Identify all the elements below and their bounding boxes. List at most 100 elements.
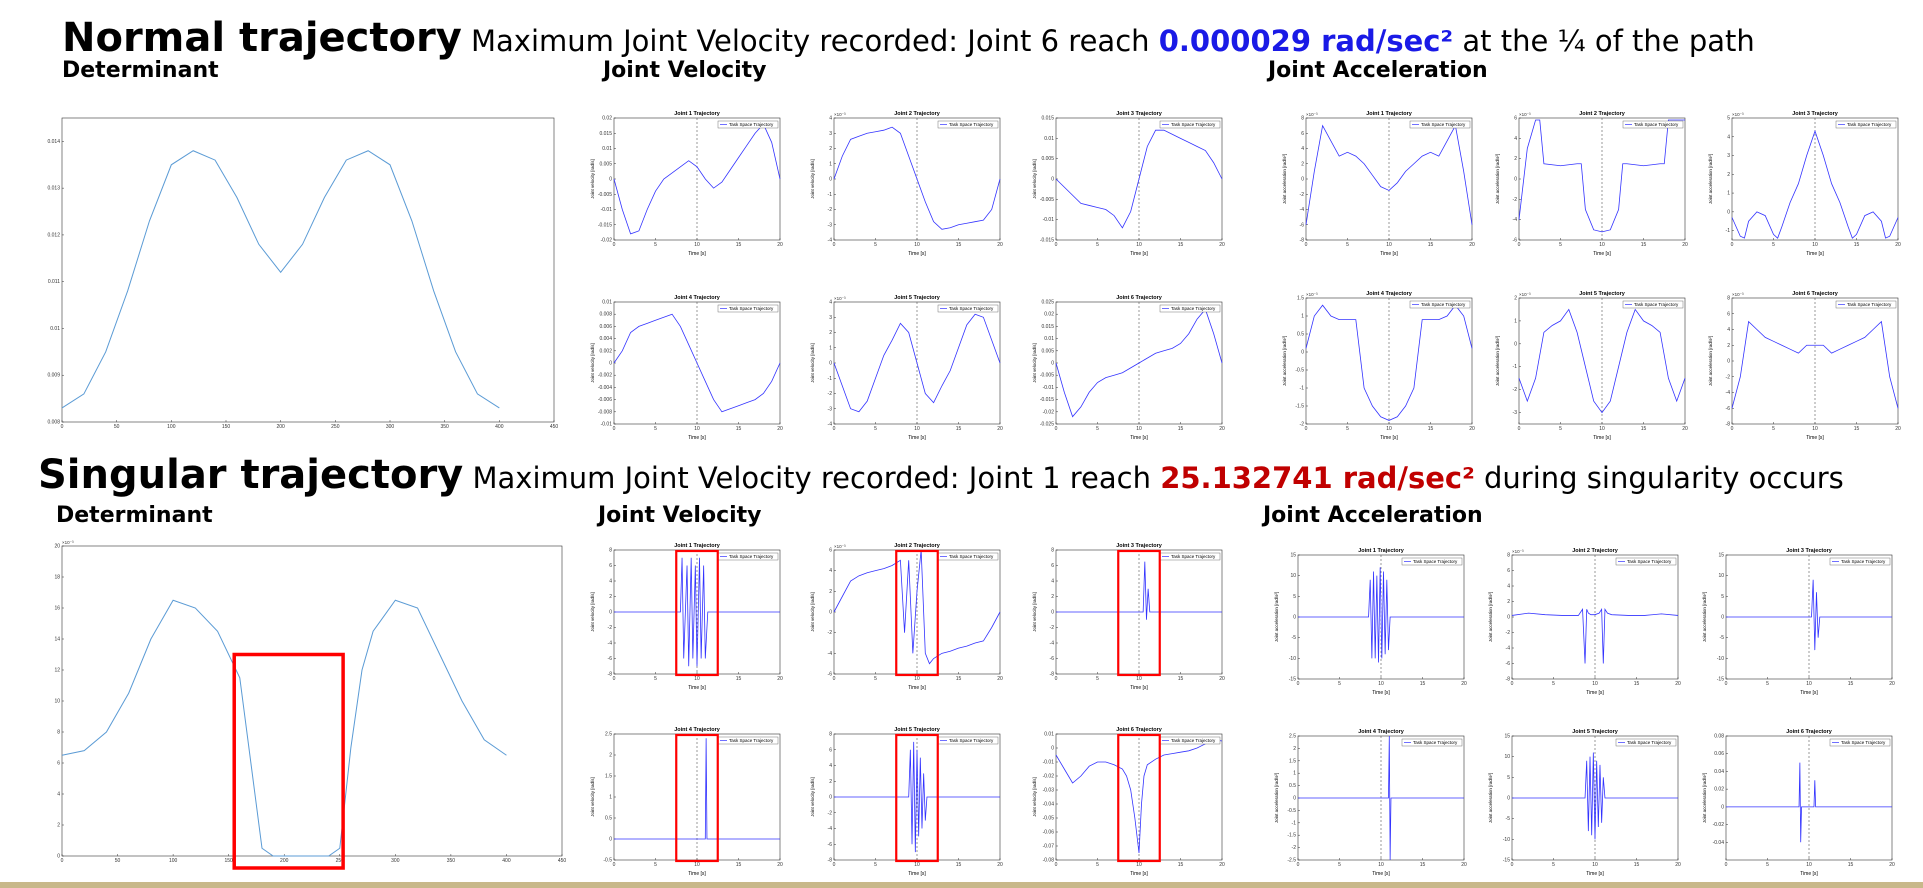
y-tick-label: 8 bbox=[57, 730, 60, 736]
y-tick-label: 0 bbox=[1293, 615, 1296, 621]
singular-vel-3-chart: 0 5 10 15 20 -8 -6 -4 -2 0 2 4 6 8 Joint 3 Trajectory T… bbox=[1030, 540, 1226, 691]
x-tick-label: 0 bbox=[833, 676, 836, 682]
x-tick-label: 20 bbox=[1219, 676, 1225, 682]
y-tick-label: 0 bbox=[1051, 361, 1054, 367]
y-tick-label: 2 bbox=[1727, 343, 1730, 349]
singularity-highlight-box bbox=[1117, 549, 1161, 677]
y-tick-label: -4 bbox=[828, 238, 833, 244]
x-axis-label: Time [s] bbox=[1372, 690, 1390, 695]
x-tick-label: 20 bbox=[997, 426, 1003, 432]
y-tick-label: -2 bbox=[608, 625, 613, 631]
y-tick-label: -8 bbox=[608, 672, 613, 678]
y-tick-label: 14 bbox=[54, 637, 60, 643]
singular-acc-4-chart: 0 5 10 15 20 -2.5 -2 -1.5 -1 -0.5 0 0.5 1 1.5 2 2.5 Join… bbox=[1272, 726, 1468, 877]
plot-frame bbox=[1305, 297, 1473, 425]
y-axis-label: Joint velocity [rad/s] bbox=[590, 777, 595, 817]
series-line bbox=[1055, 129, 1223, 229]
x-tick-label: 0 bbox=[1055, 676, 1058, 682]
singular-acc-2-svg: 0 5 10 15 20 -8 -6 -4 -2 0 2 4 6 8×10⁻³ Joint 2 Trajec… bbox=[1488, 548, 1681, 696]
y-tick-label: 4 bbox=[829, 300, 832, 306]
series-line bbox=[1518, 308, 1686, 414]
y-axis-label: Joint acceleration [rad/s²] bbox=[1702, 592, 1707, 642]
x-tick-label: 0 bbox=[1055, 426, 1058, 432]
x-tick-label: 10 bbox=[1806, 862, 1812, 868]
series-line bbox=[1726, 579, 1892, 651]
y-tick-label: -0.02 bbox=[1043, 774, 1055, 780]
x-tick-label: 20 bbox=[1469, 426, 1475, 432]
y-tick-label: 10 bbox=[54, 699, 60, 705]
y-tick-label: 6 bbox=[57, 761, 60, 767]
x-axis-label: Time [s] bbox=[1806, 435, 1824, 440]
legend-label: Task Space Trajectory bbox=[729, 554, 774, 559]
x-tick-label: 200 bbox=[280, 858, 289, 864]
normal-acc-1-chart: 0 5 10 15 20 -8 -6 -4 -2 0 2 4 6 8 ×10⁻³ Joint 1 Trajec… bbox=[1280, 108, 1476, 257]
legend-box bbox=[937, 304, 999, 313]
y-tick-label: -0.02 bbox=[1713, 822, 1725, 828]
y-tick-label: -0.01 bbox=[1043, 385, 1055, 391]
y-tick-label: 0 bbox=[609, 361, 612, 367]
y-tick-label: 0.005 bbox=[1041, 348, 1054, 354]
x-tick-label: 15 bbox=[1641, 426, 1647, 432]
y-tick-label: 0 bbox=[829, 610, 832, 616]
normal-vel-6-chart: 0 5 10 15 20 -0.025 -0.02 -0.015 -0.01 -0.005 0 0.0… bbox=[1030, 292, 1226, 441]
series-line bbox=[1518, 119, 1685, 233]
y-tick-label: 4 bbox=[609, 579, 612, 585]
normal-acc-2-svg: 0 5 10 15 20 -6 -4 -2 0 2 4 6×10⁻³ Joint 2 Trajector… bbox=[1495, 111, 1688, 257]
x-axis-label: Time [s] bbox=[688, 435, 706, 440]
y-tick-label: -4 bbox=[1726, 390, 1731, 396]
legend-label: Task Space Trajectory bbox=[1847, 302, 1892, 307]
y-tick-label: -10 bbox=[1717, 656, 1724, 662]
x-axis-label: Time [s] bbox=[1130, 685, 1148, 690]
normal-vel-3-svg: 0 5 10 15 20 -0.015 -0.01 -0.005 0 0.005 0.01 0.015… bbox=[1032, 111, 1225, 257]
y-tick-label: -6 bbox=[1513, 238, 1518, 244]
y-tick-label: 0 bbox=[1721, 615, 1724, 621]
normal-det-chart: 0 50 100 150 200 250 300 350 400 450 0.008 0.009 0.0… bbox=[38, 112, 558, 436]
x-axis-label: Time [s] bbox=[1593, 435, 1611, 440]
x-tick-label: 10 bbox=[694, 676, 700, 682]
y-tick-label: -0.03 bbox=[1043, 788, 1055, 794]
series-line bbox=[1305, 124, 1473, 225]
legend-label: Task Space Trajectory bbox=[1171, 306, 1216, 311]
y-tick-label: -2 bbox=[1506, 630, 1511, 636]
series-line bbox=[1726, 762, 1892, 843]
chart-title: Joint 4 Trajectory bbox=[674, 727, 720, 733]
y-tick-label: 0.01 bbox=[1044, 732, 1054, 738]
series-line bbox=[834, 741, 1000, 853]
y-tick-label: -4 bbox=[1300, 207, 1305, 213]
y-axis-label: Joint velocity [rad/s] bbox=[590, 592, 595, 632]
x-tick-label: 0 bbox=[833, 242, 836, 248]
singular-vel-2-chart: 0 5 10 15 20 -6 -4 -2 0 2 4 6 ×10⁻³ Joint 2 Trajector… bbox=[808, 540, 1004, 691]
plot-frame bbox=[61, 545, 563, 857]
y-tick-label: 2 bbox=[1301, 161, 1304, 167]
y-axis-label: Joint velocity [rad/s] bbox=[590, 343, 595, 383]
x-tick-label: 0 bbox=[1731, 426, 1734, 432]
y-tick-label: -0.5 bbox=[1295, 368, 1304, 374]
x-tick-label: 0 bbox=[1055, 862, 1058, 868]
y-tick-label: 4 bbox=[1514, 136, 1517, 142]
singular-determinant-label: Determinant bbox=[56, 503, 213, 528]
x-tick-label: 15 bbox=[1854, 242, 1860, 248]
x-tick-label: 20 bbox=[1675, 862, 1681, 868]
normal-acceleration-label: Joint Acceleration bbox=[1268, 58, 1488, 83]
series-line bbox=[1731, 129, 1899, 239]
y-tick-label: 0.01 bbox=[602, 300, 612, 306]
singular-vel-5-svg: 0 5 10 15 20 -8 -6 -4 -2 0 2 4 6 8 Joint 5 Trajectory T… bbox=[810, 727, 1003, 877]
x-tick-label: 5 bbox=[654, 862, 657, 868]
x-tick-label: 100 bbox=[167, 424, 176, 430]
y-axis-label: Joint acceleration [rad/s²] bbox=[1282, 336, 1287, 386]
y-tick-label: 8 bbox=[609, 548, 612, 554]
y-tick-label: -4 bbox=[1513, 217, 1518, 223]
x-axis-label: Time [s] bbox=[908, 251, 926, 256]
y-tick-label: 6 bbox=[829, 747, 832, 753]
y-tick-label: 0.006 bbox=[599, 324, 612, 330]
x-tick-label: 350 bbox=[447, 858, 456, 864]
x-tick-label: 10 bbox=[1386, 242, 1392, 248]
x-tick-label: 20 bbox=[777, 242, 783, 248]
y-tick-label: 0.08 bbox=[1714, 734, 1724, 740]
legend-box bbox=[1829, 557, 1891, 566]
y-tick-label: 0.5 bbox=[605, 816, 612, 822]
x-tick-label: 0 bbox=[1518, 242, 1521, 248]
x-tick-label: 5 bbox=[1766, 681, 1769, 687]
x-tick-label: 5 bbox=[1346, 426, 1349, 432]
